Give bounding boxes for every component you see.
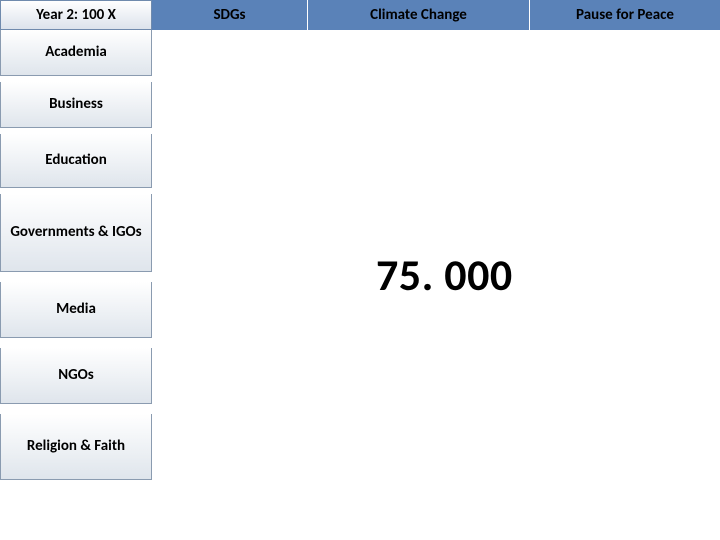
sector-cell: Governments & IGOs [0,194,152,272]
sector-label: Religion & Faith [27,438,125,455]
sector-label: Business [49,96,103,113]
sector-cell: Academia [0,30,152,76]
sector-gap [0,272,152,282]
sector-gap [0,338,152,348]
corner-label: Year 2: 100 X [36,6,116,24]
topic-cell-sdgs: SDGs [152,0,308,30]
sector-gap [0,404,152,414]
sector-label: Media [56,301,96,318]
top-header-row: Year 2: 100 X SDGs Climate Change Pause … [0,0,720,30]
sector-cell: Education [0,134,152,188]
sector-cell: Business [0,82,152,128]
big-number: 75. 000 [376,248,513,302]
sector-cell: Religion & Faith [0,414,152,480]
topic-cell-climate: Climate Change [308,0,530,30]
sector-cell: Media [0,282,152,338]
sector-label: Education [45,152,107,169]
corner-cell: Year 2: 100 X [0,0,152,30]
sector-label: Governments & IGOs [10,224,141,241]
sector-label: NGOs [58,367,94,384]
topic-cell-peace: Pause for Peace [530,0,720,30]
topic-label: Climate Change [370,6,467,24]
topic-label: Pause for Peace [576,6,674,24]
sector-column: Academia Business Education Governments & I… [0,30,152,480]
big-number-value: 75. 000 [376,248,513,302]
sector-cell: NGOs [0,348,152,404]
topic-label: SDGs [213,6,245,24]
sector-label: Academia [45,44,107,61]
